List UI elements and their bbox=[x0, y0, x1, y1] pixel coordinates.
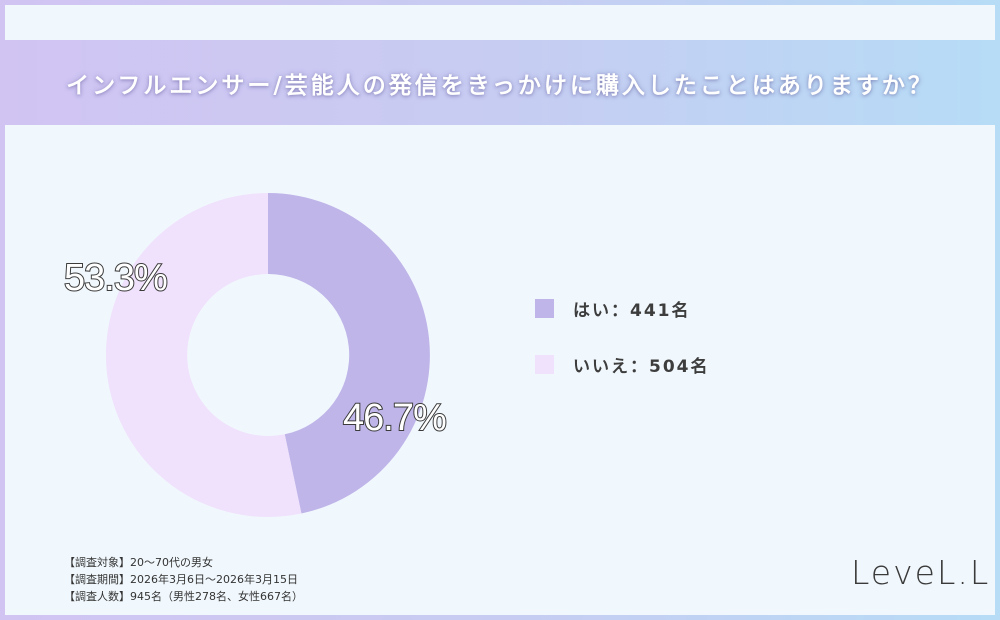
no-percent-label: 53.3% bbox=[63, 256, 169, 300]
legend-label-no: いいえ：504名 bbox=[573, 356, 710, 377]
title-band: インフルエンサー/芸能人の発信をきっかけに購入したことはありますか？ bbox=[0, 40, 1000, 125]
survey-respondents: 【調査人数】945名（男性278名、女性667名） bbox=[64, 590, 303, 603]
legend-label-yes: はい：441名 bbox=[573, 300, 691, 321]
legend: はい：441名 いいえ：504名 bbox=[535, 297, 710, 409]
legend-swatch-no bbox=[535, 354, 554, 374]
content-panel: 53.3% 46.7% はい：441名 いいえ：504名 【調査対象】20～70… bbox=[5, 125, 995, 615]
top-strip bbox=[5, 5, 995, 40]
survey-target: 【調査対象】20～70代の男女 bbox=[64, 556, 213, 569]
brand-logo: LeveL.L bbox=[851, 553, 991, 592]
survey-notes: 【調査対象】20～70代の男女 【調査期間】2026年3月6日～2026年3月1… bbox=[64, 554, 303, 605]
donut-slice-yes bbox=[268, 193, 430, 514]
legend-swatch-yes bbox=[535, 298, 554, 318]
survey-period: 【調査期間】2026年3月6日～2026年3月15日 bbox=[64, 573, 298, 586]
chart-title: インフルエンサー/芸能人の発信をきっかけに購入したことはありますか？ bbox=[66, 72, 934, 99]
legend-item-yes: はい：441名 bbox=[535, 297, 710, 321]
yes-percent-label: 46.7% bbox=[342, 396, 448, 440]
legend-item-no: いいえ：504名 bbox=[535, 353, 710, 377]
donut-chart bbox=[105, 193, 430, 517]
donut-slice-no bbox=[105, 193, 302, 517]
